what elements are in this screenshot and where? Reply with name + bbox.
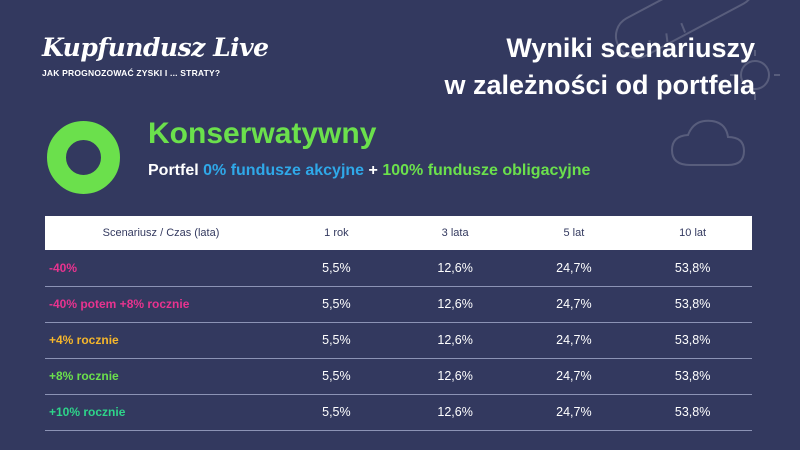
scenario-label: +4% rocznie bbox=[45, 322, 277, 359]
result-cell: 53,8% bbox=[633, 322, 752, 359]
page-title-line-2: w zależności od portfela bbox=[444, 70, 755, 100]
result-cell: 53,8% bbox=[633, 358, 752, 395]
result-cell: 5,5% bbox=[277, 286, 396, 323]
scenario-label: +8% rocznie bbox=[45, 358, 277, 395]
brand-name: Kupfundusz Live bbox=[42, 33, 269, 62]
result-cell: 53,8% bbox=[633, 394, 752, 431]
scenario-label: +10% rocznie bbox=[45, 394, 277, 431]
result-cell: 53,8% bbox=[633, 286, 752, 323]
portfolio-prefix: Portfel bbox=[148, 162, 199, 179]
result-cell: 12,6% bbox=[395, 322, 515, 359]
table-row: -40% 5,5% 12,6% 24,7% 53,8% bbox=[45, 250, 752, 287]
page-title: Wyniki scenariuszy w zależności od portf… bbox=[335, 30, 755, 104]
plus-sign: + bbox=[368, 162, 378, 179]
table-row: +8% rocznie 5,5% 12,6% 24,7% 53,8% bbox=[45, 358, 752, 395]
result-cell: 12,6% bbox=[395, 286, 515, 323]
table-row: +10% rocznie 5,5% 12,6% 24,7% 53,8% bbox=[45, 394, 752, 431]
result-cell: 12,6% bbox=[395, 358, 515, 395]
result-cell: 24,7% bbox=[514, 250, 634, 287]
scenario-results-table: Scenariusz / Czas (lata) 1 rok 3 lata 5 … bbox=[45, 216, 752, 431]
page-title-line-1: Wyniki scenariuszy bbox=[506, 33, 755, 63]
result-cell: 5,5% bbox=[277, 322, 396, 359]
result-cell: 12,6% bbox=[395, 394, 515, 431]
result-cell: 5,5% bbox=[277, 250, 396, 287]
ring-icon bbox=[47, 121, 120, 194]
header-5-years: 5 lat bbox=[514, 216, 634, 250]
result-cell: 12,6% bbox=[395, 250, 515, 287]
result-cell: 24,7% bbox=[514, 358, 634, 395]
portfolio-composition: Portfel 0% fundusze akcyjne + 100% fundu… bbox=[148, 162, 590, 180]
profile-name: Konserwatywny bbox=[148, 117, 377, 150]
brand-tagline: JAK PROGNOZOWAĆ ZYSKI I ... STRATY? bbox=[42, 68, 221, 78]
result-cell: 24,7% bbox=[514, 286, 634, 323]
result-cell: 24,7% bbox=[514, 394, 634, 431]
cloud-icon bbox=[670, 119, 746, 166]
table-row: -40% potem +8% rocznie 5,5% 12,6% 24,7% … bbox=[45, 286, 752, 323]
table-row: +4% rocznie 5,5% 12,6% 24,7% 53,8% bbox=[45, 322, 752, 359]
result-cell: 53,8% bbox=[633, 250, 752, 287]
equity-share: 0% fundusze akcyjne bbox=[203, 162, 365, 179]
header-scenario: Scenariusz / Czas (lata) bbox=[45, 216, 277, 250]
scenario-label: -40% potem +8% rocznie bbox=[45, 286, 277, 323]
result-cell: 5,5% bbox=[277, 394, 396, 431]
result-cell: 24,7% bbox=[514, 322, 634, 359]
bond-share: 100% fundusze obligacyjne bbox=[382, 162, 591, 179]
header-3-years: 3 lata bbox=[395, 216, 515, 250]
result-cell: 5,5% bbox=[277, 358, 396, 395]
header-1-year: 1 rok bbox=[277, 216, 396, 250]
table-header-row: Scenariusz / Czas (lata) 1 rok 3 lata 5 … bbox=[45, 216, 752, 250]
scenario-label: -40% bbox=[45, 250, 277, 287]
brand-logo: Kupfundusz Live JAK PROGNOZOWAĆ ZYSKI I … bbox=[42, 33, 269, 78]
header-10-years: 10 lat bbox=[633, 216, 752, 250]
